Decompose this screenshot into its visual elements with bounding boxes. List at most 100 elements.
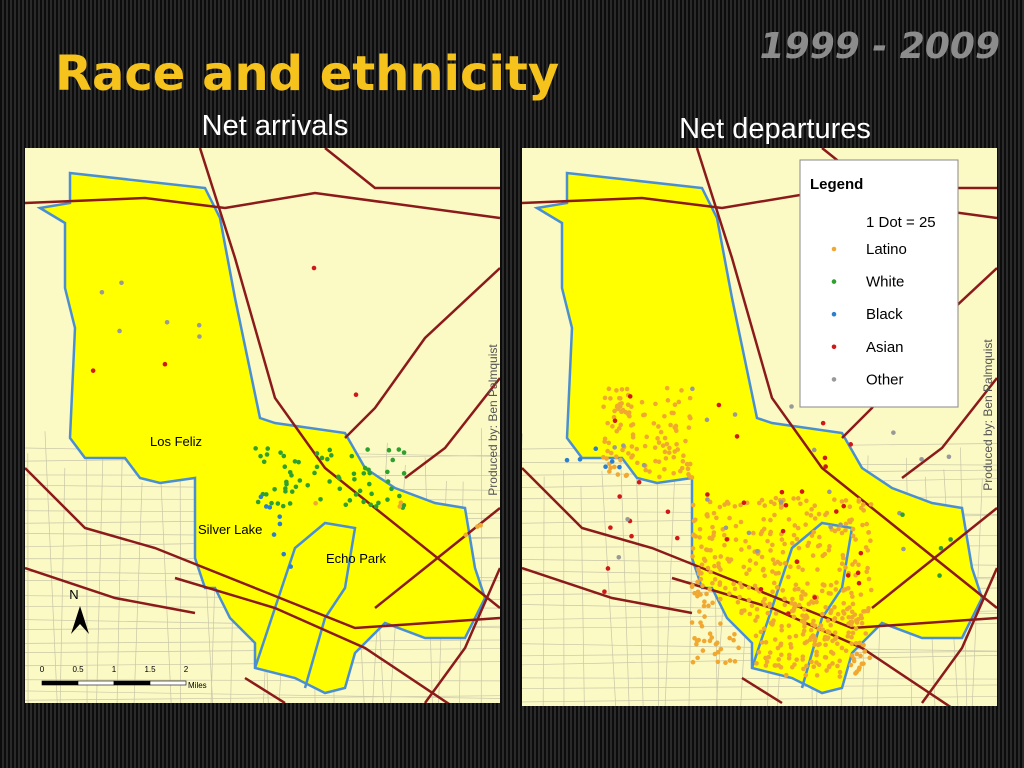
dot bbox=[824, 668, 829, 673]
dot bbox=[808, 627, 814, 633]
dot bbox=[823, 642, 828, 648]
scale-tick: 0 bbox=[40, 665, 45, 674]
dot bbox=[759, 640, 765, 645]
dot bbox=[823, 604, 828, 610]
legend-title: Legend bbox=[810, 176, 863, 193]
dot bbox=[351, 471, 357, 477]
dot bbox=[602, 395, 608, 401]
map: Los Feliz Silver Lake Echo Park N 0 0.5 1 1.5 2 M… bbox=[25, 148, 500, 703]
dot bbox=[833, 509, 839, 514]
dot bbox=[832, 497, 837, 502]
dot bbox=[293, 484, 299, 490]
dot bbox=[786, 655, 792, 661]
dot bbox=[683, 438, 688, 444]
dot bbox=[617, 395, 622, 401]
dot bbox=[846, 621, 851, 626]
dot bbox=[732, 586, 738, 592]
dot bbox=[732, 504, 738, 509]
dot bbox=[861, 661, 866, 666]
dot bbox=[827, 630, 832, 635]
dot bbox=[690, 546, 696, 551]
dot bbox=[677, 468, 683, 474]
dot bbox=[608, 465, 613, 471]
dot bbox=[692, 635, 697, 641]
credit: Produced by: Ben Palmquist bbox=[981, 339, 995, 491]
dot bbox=[789, 540, 795, 546]
dot bbox=[349, 453, 355, 459]
dot bbox=[759, 530, 764, 536]
dot bbox=[602, 436, 608, 442]
dot bbox=[606, 386, 612, 392]
dot bbox=[662, 435, 668, 441]
dot bbox=[937, 573, 942, 578]
dot bbox=[627, 394, 633, 399]
dot bbox=[319, 455, 325, 461]
dot bbox=[802, 624, 807, 629]
dot bbox=[800, 613, 805, 618]
dot bbox=[718, 646, 724, 652]
dot bbox=[751, 530, 756, 536]
dot bbox=[755, 614, 760, 620]
dot bbox=[780, 588, 786, 593]
dot bbox=[800, 567, 805, 573]
dot bbox=[723, 525, 729, 531]
dot bbox=[629, 444, 635, 449]
street bbox=[522, 433, 523, 447]
dot bbox=[727, 635, 732, 641]
dot bbox=[618, 457, 623, 463]
dot bbox=[397, 504, 403, 509]
dot bbox=[779, 627, 784, 633]
dot bbox=[790, 596, 795, 602]
dot bbox=[804, 663, 809, 669]
dot bbox=[773, 495, 779, 501]
dot bbox=[634, 446, 640, 452]
period: 1999 - 2009 bbox=[760, 26, 1000, 67]
dot bbox=[763, 640, 769, 645]
dot bbox=[827, 489, 832, 495]
dot bbox=[693, 534, 698, 539]
dot bbox=[626, 451, 631, 456]
dot bbox=[717, 580, 723, 585]
dot bbox=[753, 561, 759, 566]
dot bbox=[803, 613, 809, 619]
dot bbox=[804, 498, 809, 504]
dot bbox=[694, 641, 699, 647]
dot bbox=[685, 466, 691, 472]
dot bbox=[817, 534, 822, 540]
scale-tick: 1.5 bbox=[144, 665, 156, 674]
dot bbox=[738, 581, 743, 586]
dot bbox=[843, 565, 848, 570]
place-label: Echo Park bbox=[326, 551, 386, 566]
dot bbox=[671, 454, 677, 460]
dot bbox=[680, 459, 686, 464]
dot bbox=[672, 425, 678, 430]
dot bbox=[697, 609, 702, 614]
dot bbox=[744, 500, 750, 506]
dot bbox=[264, 452, 270, 457]
dot bbox=[786, 652, 792, 658]
dot bbox=[862, 649, 868, 654]
dot bbox=[861, 642, 866, 648]
dot bbox=[813, 636, 818, 642]
dot bbox=[857, 640, 863, 646]
dot bbox=[850, 526, 856, 532]
dot bbox=[772, 512, 777, 518]
study-area bbox=[36, 171, 487, 695]
dot bbox=[868, 538, 873, 544]
dot bbox=[859, 615, 865, 621]
dot bbox=[772, 501, 777, 507]
dot bbox=[281, 453, 287, 459]
dot bbox=[284, 481, 289, 487]
dot bbox=[401, 471, 407, 476]
dot bbox=[318, 496, 323, 502]
dot bbox=[336, 474, 341, 480]
dot bbox=[801, 619, 807, 625]
dot bbox=[860, 502, 866, 507]
dot bbox=[810, 553, 816, 558]
map-title: Net arrivals bbox=[202, 110, 349, 142]
dot bbox=[674, 441, 679, 447]
dot bbox=[863, 631, 869, 636]
dot bbox=[722, 542, 727, 548]
dot bbox=[664, 385, 670, 391]
dot bbox=[770, 569, 775, 574]
